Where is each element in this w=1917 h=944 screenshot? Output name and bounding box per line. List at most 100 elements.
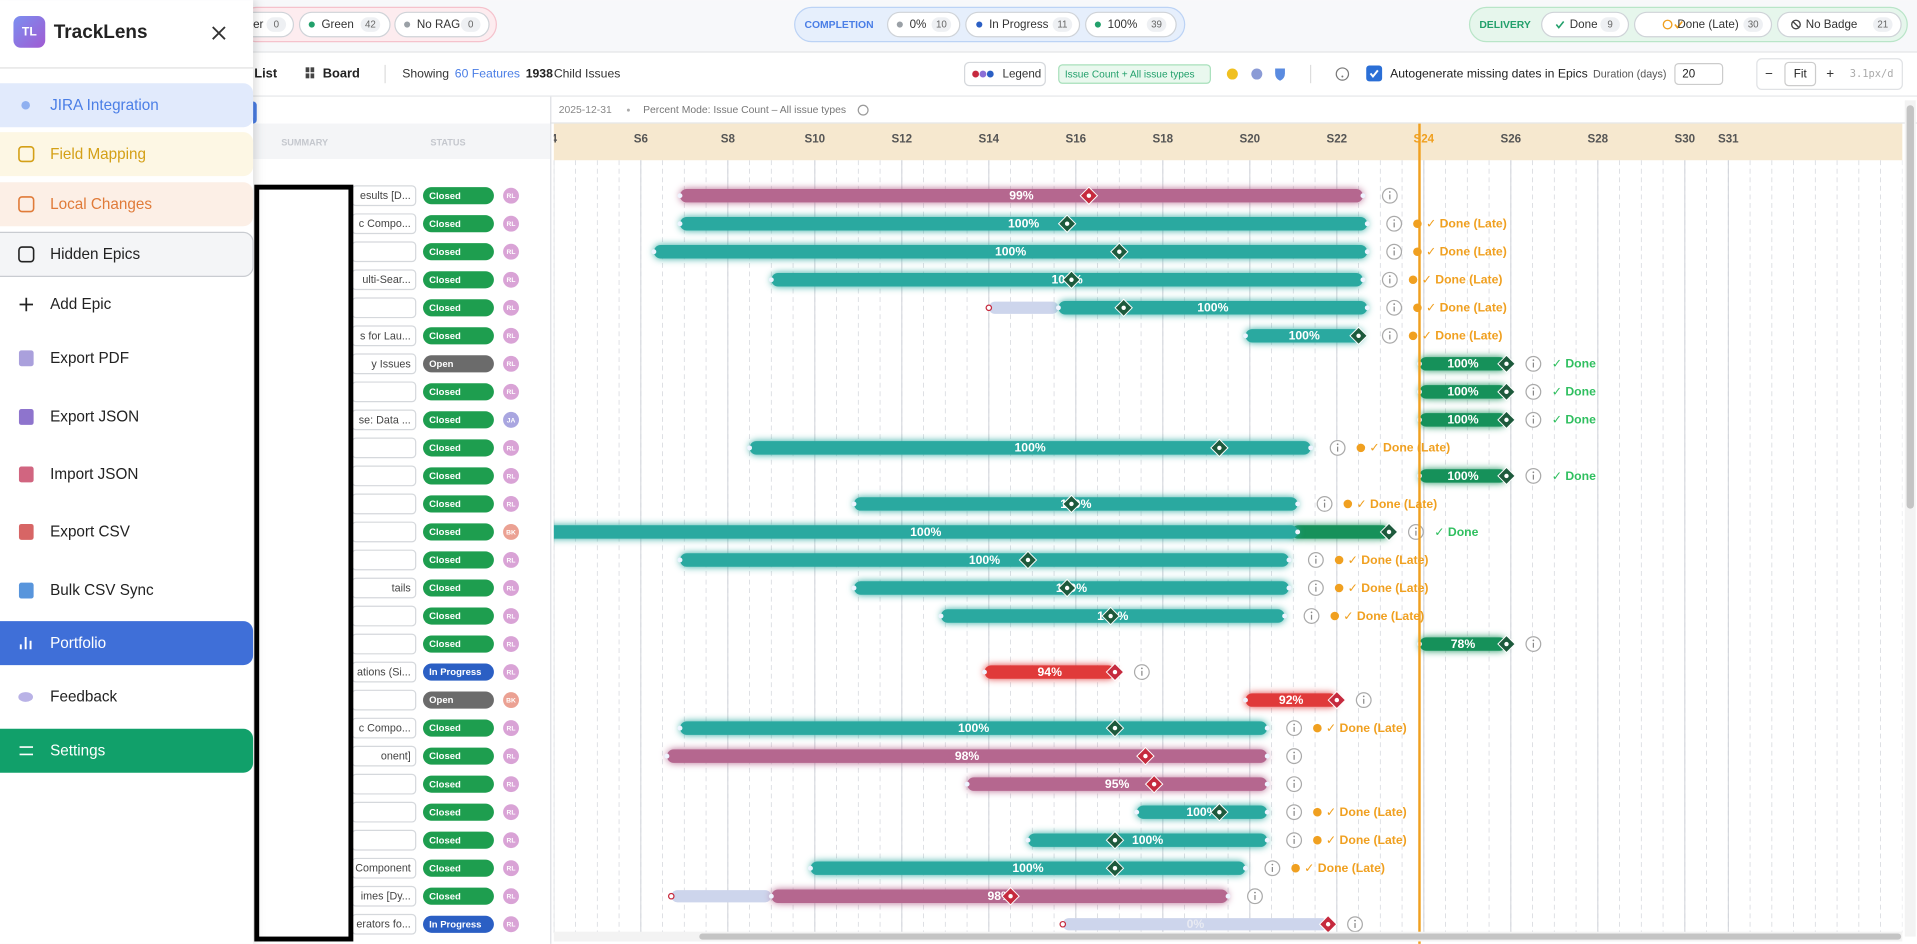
avatar [503, 580, 519, 596]
chip-bg [965, 11, 1081, 38]
list-view-button[interactable]: List [254, 65, 278, 80]
menu-item[interactable]: Add Epic [19, 296, 112, 313]
epic-bar [679, 216, 1368, 231]
summary-cell [351, 521, 417, 543]
menu-item[interactable]: Settings [0, 728, 254, 773]
legend-button[interactable]: Legend [964, 61, 1046, 87]
info-glyph-dot [1254, 891, 1256, 894]
menu-item[interactable]: Export CSV [18, 524, 131, 541]
epic-bar [1058, 301, 1368, 315]
delivery-badge: ✓ Done (Late) [1426, 245, 1507, 259]
info-glyph-dot [1315, 583, 1317, 586]
menu-item-bg [0, 728, 254, 773]
status-text: Closed [429, 303, 461, 314]
app-name: TrackLens [54, 22, 148, 43]
v-scroll-thumb[interactable] [1906, 105, 1914, 509]
menu-item[interactable]: JIRA Integration [0, 83, 254, 128]
delivery-badge: ✓ Done (Late) [1326, 833, 1407, 847]
filter-chip[interactable]: In Progress 11 [965, 11, 1081, 38]
status-text: In Progress [429, 667, 481, 678]
status-text: Closed [429, 387, 461, 398]
menu-label: Local Changes [50, 196, 152, 213]
late-icon [1334, 583, 1344, 593]
milestone-star [1151, 781, 1157, 787]
bar-cap [1055, 305, 1061, 311]
info-glyph-dot [1393, 219, 1396, 221]
late-icon [1408, 331, 1418, 341]
h-scroll-thumb[interactable] [699, 933, 1902, 940]
bar-cap [1308, 445, 1314, 451]
chip-count-bg [1052, 17, 1073, 32]
menu-item[interactable]: Export JSON [18, 409, 139, 426]
sprint-label: S28 [1587, 133, 1608, 146]
milestone-star [1064, 221, 1070, 226]
close-button[interactable] [212, 26, 226, 40]
avatar [503, 215, 519, 232]
chip-label: No RAG [417, 18, 460, 31]
milestone-star [1112, 866, 1118, 871]
filter-chip[interactable]: No RAG 0 [394, 11, 490, 38]
status-text: Open [429, 695, 454, 706]
percent-label: 100% [1447, 413, 1478, 427]
board-icon [310, 67, 315, 73]
avatar-initials: RL [507, 725, 516, 732]
overrun-bar [1291, 525, 1390, 539]
filter-chip[interactable]: Done 9 [1541, 11, 1630, 38]
info-glyph-dot [1415, 527, 1417, 530]
percent-label: 100% [1447, 357, 1478, 371]
menu-item[interactable]: Feedback [18, 689, 118, 706]
menu-item[interactable]: Local Changes [0, 182, 254, 227]
chip-dot [404, 21, 411, 28]
avatar [503, 832, 519, 849]
avatar [503, 888, 519, 905]
app-logo [13, 15, 46, 48]
filter-chip[interactable]: No Badge 21 [1777, 11, 1902, 38]
board-icon [310, 73, 315, 79]
menu-item[interactable]: Hidden Epics [0, 231, 254, 277]
filter-chip[interactable]: Done (Late) 30 [1633, 11, 1773, 38]
status-pill [423, 635, 494, 653]
fit-button[interactable]: Fit [1794, 68, 1808, 81]
status-pill [423, 299, 494, 317]
sprint-label: S31 [1718, 133, 1739, 146]
percent-label: 0% [1187, 917, 1205, 931]
menu-icon [19, 297, 34, 312]
avatar [503, 299, 519, 316]
summary-cell [351, 773, 417, 795]
avatar [503, 748, 519, 765]
summary-text: tails [392, 582, 411, 594]
help-icon[interactable] [1335, 67, 1350, 81]
help-icon-dot [1341, 75, 1344, 78]
zoom-out-button[interactable]: − [1765, 66, 1773, 81]
duration-input[interactable] [1674, 63, 1724, 86]
info-glyph-dot [1362, 695, 1365, 698]
note-info-icon [857, 104, 869, 116]
avatar [503, 692, 519, 709]
zoom-in-button[interactable]: + [1826, 66, 1834, 81]
feature-count: 60 Features [455, 66, 520, 80]
menu-item[interactable]: Bulk CSV Sync [18, 582, 154, 599]
avatar-initials: RL [507, 557, 516, 564]
summary-text: se: Data ... [359, 414, 411, 426]
summary-clip: esults [D... [360, 190, 411, 202]
bar-cap [1364, 305, 1370, 311]
menu-label: Field Mapping [50, 146, 146, 163]
menu-item[interactable]: Export PDF [18, 350, 129, 367]
summary-cell [351, 465, 417, 487]
filter-chip[interactable]: 0% 10 [886, 11, 961, 38]
menu-item[interactable]: Field Mapping [0, 132, 254, 177]
milestone-star [1117, 249, 1122, 254]
menu-item[interactable]: Import JSON [18, 466, 138, 483]
shield-icon[interactable] [1275, 68, 1285, 81]
chip-label: Done (Late) [1677, 18, 1738, 31]
epic-bar [1419, 413, 1507, 427]
warning-icon[interactable] [1226, 68, 1238, 80]
status-text: Closed [429, 415, 461, 426]
filter-chip[interactable]: 100% 39 [1085, 11, 1177, 38]
menu-item[interactable]: Portfolio [0, 621, 254, 666]
chip-count: 30 [1748, 20, 1759, 31]
filter-chip[interactable]: Green 42 [298, 11, 391, 38]
info-icon[interactable] [1251, 68, 1263, 80]
board-view-button[interactable]: Board [323, 65, 360, 80]
status-text: Closed [429, 583, 461, 594]
